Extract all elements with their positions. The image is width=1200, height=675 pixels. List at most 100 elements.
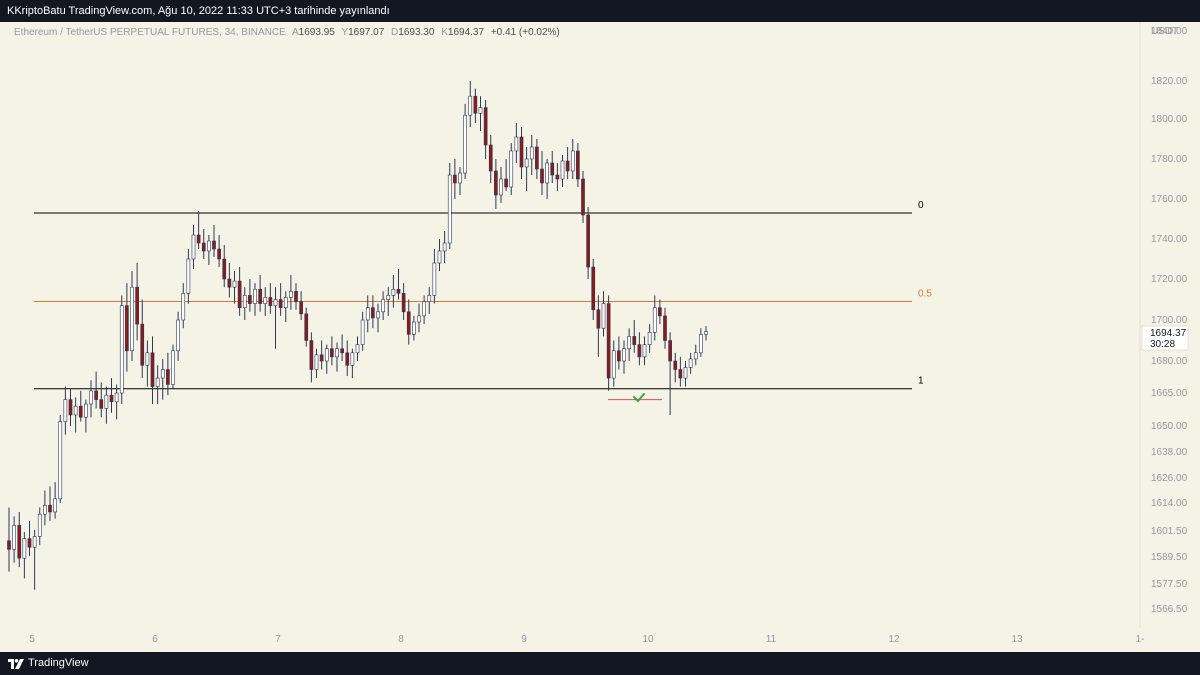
price-tick-label: 1760.00	[1151, 194, 1188, 205]
price-tick-label: 1577.50	[1151, 579, 1188, 590]
fib-level-label: 0.5	[918, 289, 932, 300]
candle-body	[171, 350, 175, 385]
candle-body	[458, 172, 462, 184]
current-price-box: 1694.37 30:28	[1141, 325, 1189, 351]
candle-body	[447, 174, 452, 244]
candle-body	[166, 369, 170, 385]
candle-body	[437, 250, 442, 264]
candle-body	[483, 107, 488, 146]
tradingview-brand[interactable]: TradingView	[8, 652, 89, 675]
candle-body	[422, 301, 426, 317]
candle-body	[212, 240, 216, 250]
candle-body	[570, 150, 575, 172]
candle-body	[73, 405, 78, 416]
candle-body	[94, 390, 98, 400]
candle-body	[519, 136, 524, 168]
candle-body	[181, 293, 186, 321]
candle-body	[678, 369, 683, 379]
price-tick-label: 1720.00	[1151, 274, 1188, 285]
candle-body	[555, 174, 560, 180]
candle-body	[314, 354, 319, 370]
candle-body	[432, 262, 437, 296]
candle-body	[704, 331, 708, 335]
candle-body	[63, 399, 68, 422]
time-axis[interactable]: 5 6 7 8 9 10 11 12 13 1-	[29, 634, 1144, 645]
candle-body	[201, 242, 206, 252]
chart-area[interactable]: 0 0.5 1 USDT 1840.00 1820.00 1800.00 1780.00 1…	[0, 22, 1200, 652]
candle-body	[396, 288, 401, 294]
candle-body	[473, 95, 478, 114]
candle-body	[386, 295, 391, 300]
candle-body	[289, 290, 293, 298]
time-tick-label: 12	[888, 634, 900, 645]
candle-body	[114, 392, 119, 403]
candle-body	[335, 348, 339, 358]
fib-retracement-layer[interactable]: 00.51	[34, 200, 932, 390]
candle-body	[417, 315, 421, 323]
candle-body	[278, 299, 283, 308]
legend-close-label: K	[441, 27, 448, 38]
candle-body	[586, 214, 590, 268]
candle-body	[248, 295, 252, 304]
candle-body	[699, 334, 703, 354]
marker-layer	[608, 393, 662, 403]
bar-countdown: 30:28	[1150, 339, 1175, 350]
candle-body	[637, 344, 642, 358]
candle-body	[668, 340, 672, 362]
candle-body	[160, 369, 165, 379]
candle-body	[258, 288, 262, 304]
candle-body	[273, 299, 278, 306]
fib-level-label: 0	[918, 200, 924, 211]
footer-bar: TradingView	[0, 652, 1200, 675]
candle-body	[237, 280, 242, 308]
price-axis[interactable]: 1840.00 1820.00 1800.00 1780.00 1760.00 1740.…	[1151, 26, 1188, 615]
time-tick-label: 13	[1011, 634, 1023, 645]
candle-body	[283, 297, 288, 309]
price-tick-label: 1650.00	[1151, 421, 1188, 432]
candle-body	[130, 286, 134, 352]
candle-body	[611, 350, 616, 379]
candle-body	[606, 303, 611, 379]
candle-body	[560, 160, 565, 180]
candle-body	[627, 336, 631, 349]
candle-body	[663, 315, 667, 341]
svg-text:Ethereum / TetherUS PERPETUAL: Ethereum / TetherUS PERPETUAL FUTURES, 3…	[14, 27, 560, 38]
candle-body	[109, 394, 114, 403]
candle-body	[658, 307, 662, 317]
candle-body	[494, 170, 498, 196]
candle-body	[581, 178, 585, 216]
price-tick-label: 1589.50	[1151, 552, 1188, 563]
price-tick-label: 1800.00	[1151, 114, 1188, 125]
fib-level-label: 1	[918, 376, 924, 387]
candle-body	[7, 540, 11, 550]
candle-body	[268, 297, 273, 306]
time-tick-label: 8	[398, 634, 404, 645]
candle-body	[17, 525, 22, 559]
candle-body	[89, 390, 93, 405]
time-tick-label: 11	[766, 634, 777, 645]
candle-body	[514, 136, 519, 152]
candle-body	[145, 352, 150, 366]
candle-body	[176, 319, 180, 352]
candle-body	[406, 311, 411, 335]
price-tick-label: 1780.00	[1151, 154, 1188, 165]
legend-open: 1693.95	[299, 27, 336, 38]
candle-body	[632, 336, 637, 345]
candle-body	[232, 280, 237, 288]
price-tick-label: 1820.00	[1151, 76, 1188, 87]
price-chart[interactable]: 00.51 USDT 1840.001820.001800.001780.001…	[0, 22, 1200, 652]
candle-body	[330, 348, 334, 358]
candle-body	[504, 178, 508, 188]
candle-body	[381, 299, 385, 313]
candle-body	[32, 536, 37, 548]
currency-label: USDT	[1151, 26, 1178, 37]
candle-body	[647, 331, 652, 345]
legend: Ethereum / TetherUS PERPETUAL FUTURES, 3…	[14, 27, 560, 38]
candle-body	[22, 538, 27, 559]
candle-body	[365, 307, 370, 321]
candle-body	[78, 405, 83, 418]
candle-body	[58, 421, 63, 500]
legend-open-label: A	[292, 27, 299, 38]
legend-low: 1693.30	[398, 27, 435, 38]
candle-body	[140, 323, 145, 366]
